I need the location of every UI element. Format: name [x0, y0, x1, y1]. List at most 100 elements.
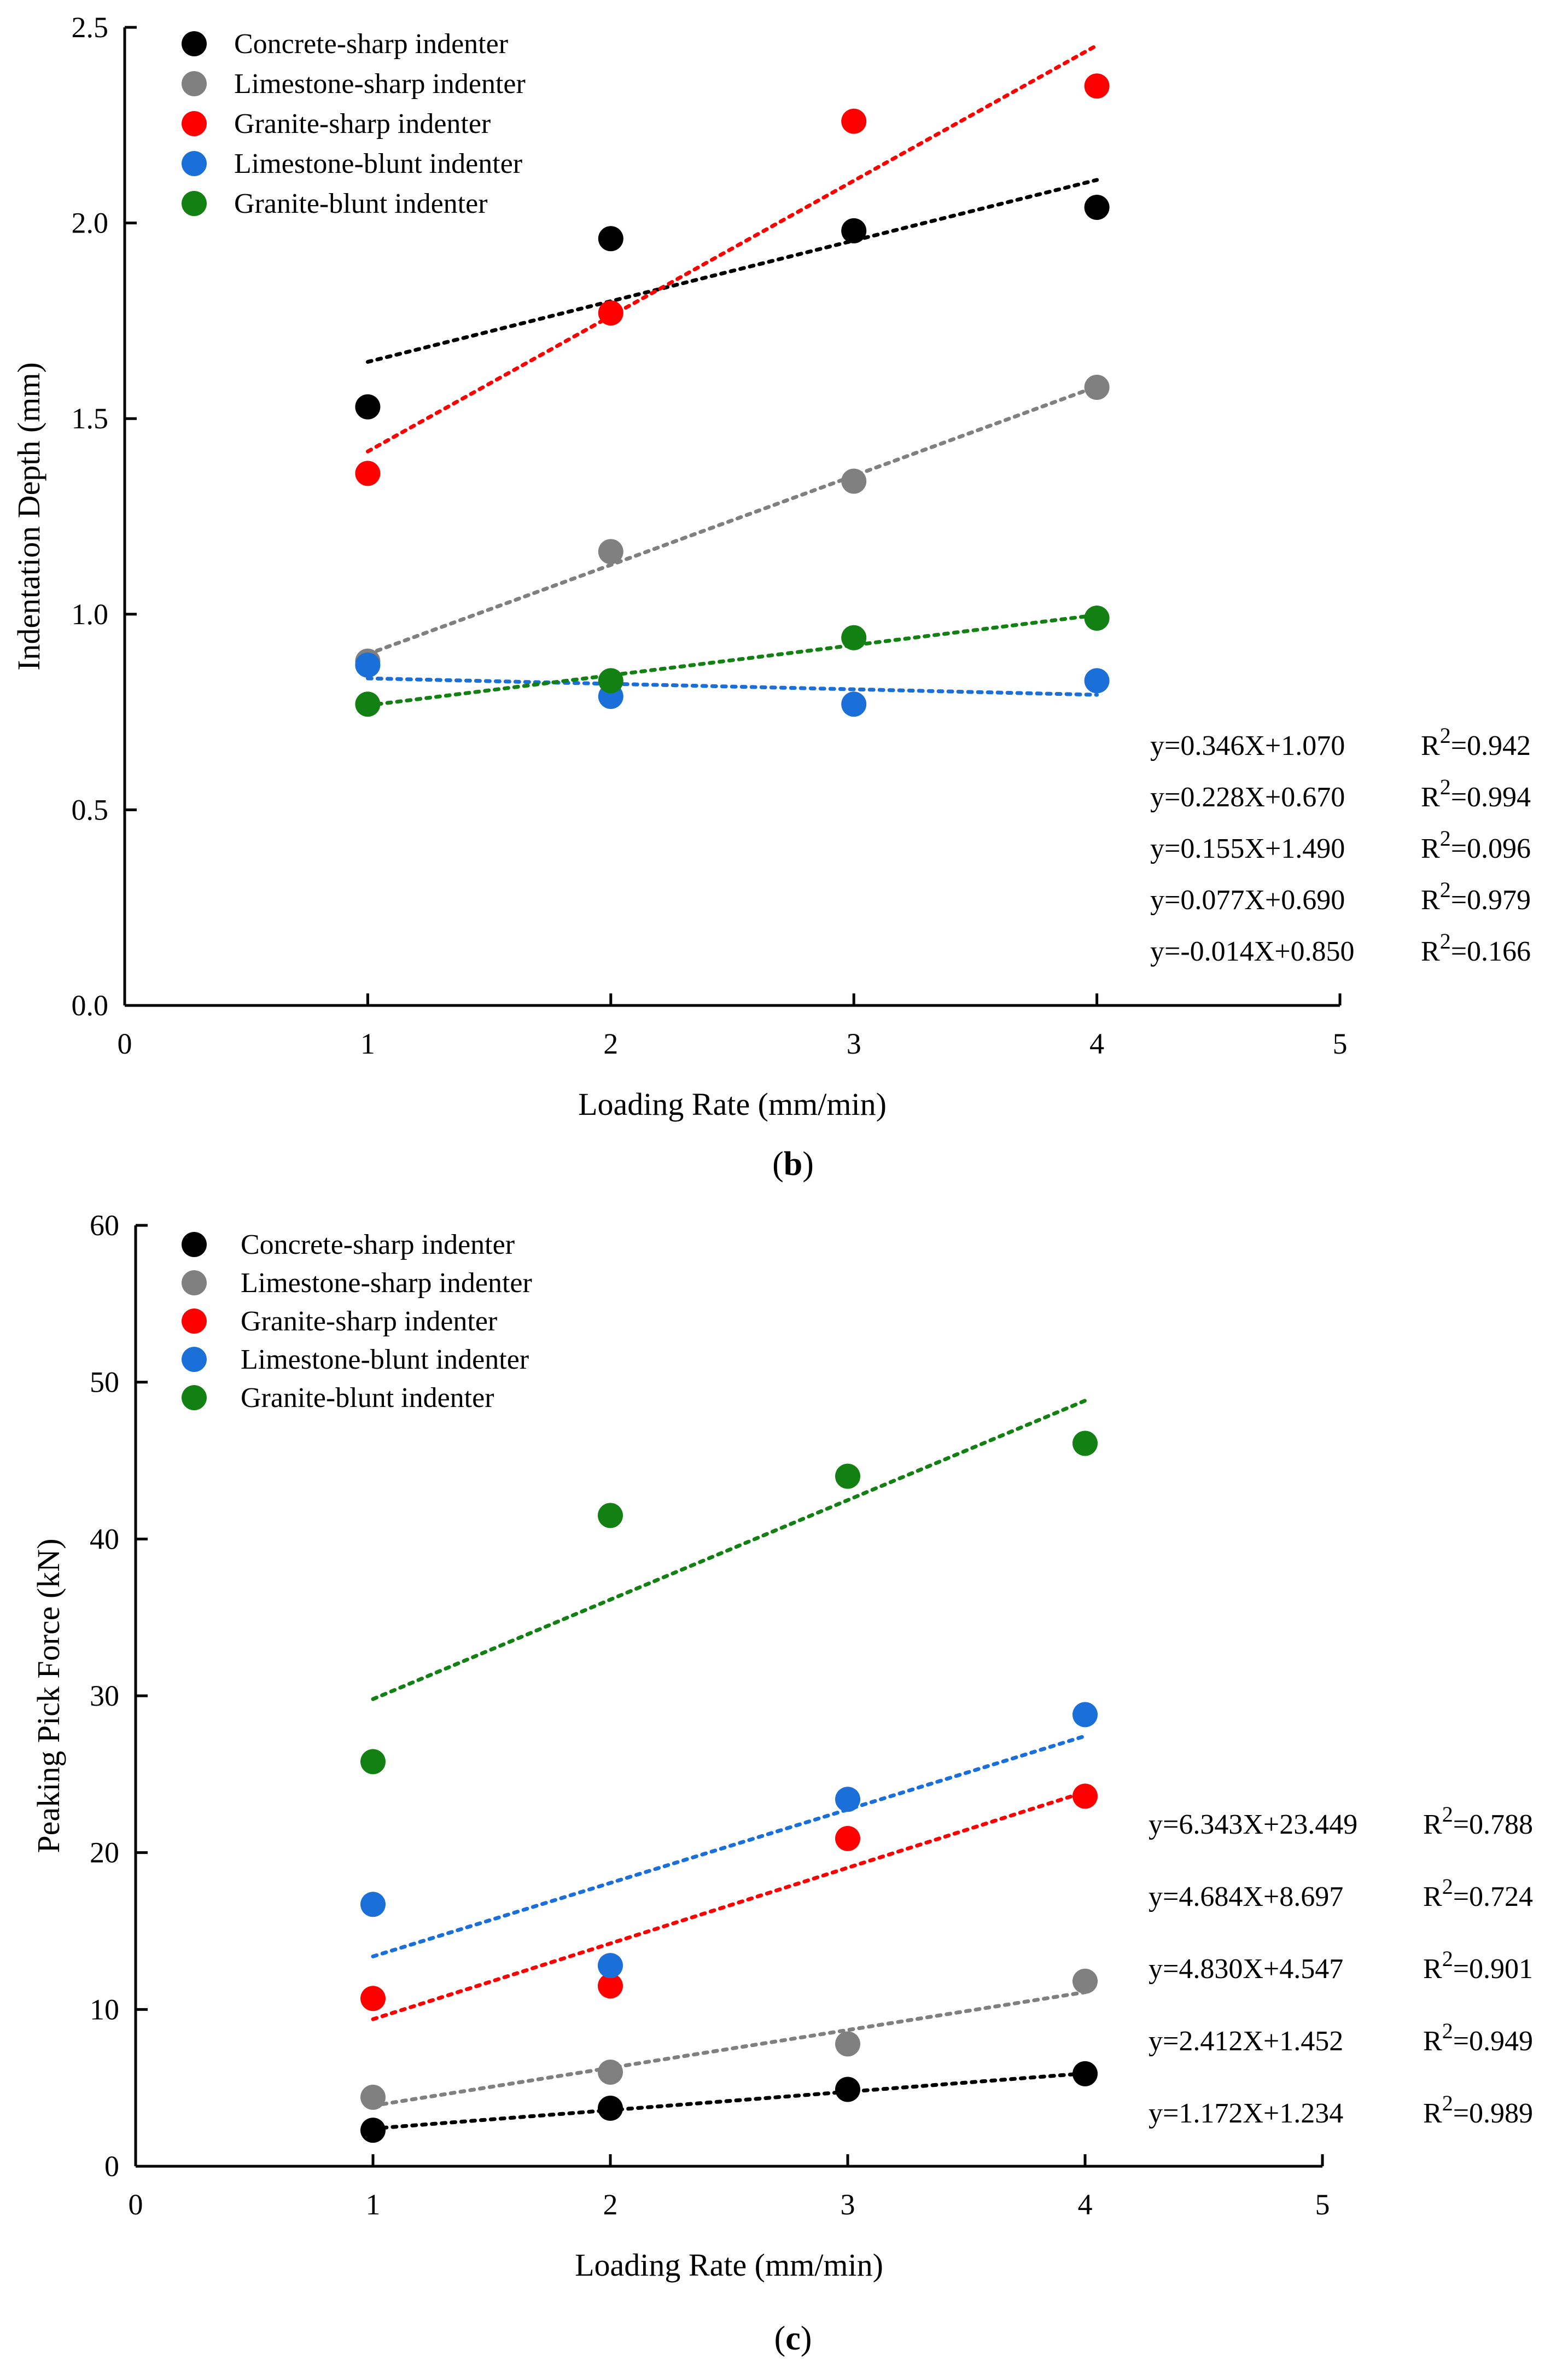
equation-text: y=4.830X+4.547: [1149, 1953, 1343, 1985]
r-squared-exponent: 2: [1440, 775, 1451, 799]
r-squared-exponent: 2: [1442, 1946, 1453, 1971]
y-axis-title: Indentation Depth (mm): [11, 362, 46, 671]
r-squared-text: R2=0.979: [1421, 877, 1531, 916]
legend-marker: [182, 111, 207, 136]
data-point: [598, 2060, 623, 2085]
r-squared-value: =0.166: [1451, 936, 1531, 967]
data-point: [1084, 73, 1110, 99]
r-squared-exponent: 2: [1442, 1802, 1453, 1827]
series-limestone-sharp-indenter: [360, 1968, 1098, 2110]
legend-marker: [182, 1385, 207, 1410]
equation-text: y=2.412X+1.452: [1149, 2026, 1343, 2057]
equation-text: y=6.343X+23.449: [1149, 1809, 1357, 1840]
data-point: [1072, 2061, 1098, 2086]
equation-text: y=1.172X+1.234: [1149, 2098, 1343, 2129]
trendline: [365, 178, 1099, 364]
legend-label: Granite-blunt indenter: [234, 188, 488, 219]
chart-panel-c: 0 10 20 30 40 50 60 0 1 2 3 4 5 Loading Rate (mm/min)…: [31, 1209, 1533, 2357]
data-point: [841, 691, 867, 717]
series-granite-sharp-indenter: [355, 43, 1110, 486]
y-tick-label: 30: [90, 1679, 119, 1712]
data-point: [835, 2031, 860, 2057]
trendline: [365, 43, 1099, 453]
x-tick-label: 4: [1078, 2188, 1093, 2221]
data-point: [598, 668, 623, 694]
r-squared-text: R2=0.096: [1421, 826, 1531, 864]
data-point: [841, 468, 867, 494]
series-concrete-sharp-indenter: [355, 178, 1110, 420]
legend-label: Concrete-sharp indenter: [241, 1229, 515, 1260]
equation-text: y=4.684X+8.697: [1149, 1881, 1343, 1912]
trendline: [365, 613, 1099, 707]
chart-panel-b: 0.0 0.5 1.0 1.5 2.0 2.5 0 1 2 3 4 5 Loading Rate (mm…: [11, 11, 1531, 1183]
legend: Concrete-sharp indenter Limestone-sharp i…: [182, 28, 526, 219]
panel-label-open: (: [774, 2320, 786, 2357]
y-tick-label: 40: [90, 1522, 119, 1555]
data-point: [355, 691, 381, 717]
r-squared-text: R2=0.901: [1423, 1946, 1533, 1985]
legend-label: Limestone-blunt indenter: [241, 1344, 529, 1375]
r-squared-text: R2=0.949: [1423, 2019, 1533, 2057]
data-point: [841, 625, 867, 650]
data-point: [360, 1986, 386, 2011]
r-squared-symbol: R: [1423, 1809, 1442, 1840]
r-squared-exponent: 2: [1442, 2091, 1453, 2115]
r-squared-exponent: 2: [1440, 723, 1451, 748]
r-squared-text: R2=0.942: [1421, 723, 1531, 761]
data-point: [1084, 668, 1110, 694]
r-squared-text: R2=0.994: [1421, 775, 1531, 813]
x-tick-label: 5: [1315, 2188, 1330, 2221]
data-point: [355, 461, 381, 486]
r-squared-symbol: R: [1423, 1953, 1442, 1985]
r-squared-symbol: R: [1421, 782, 1440, 813]
panel-label-letter: c: [785, 2320, 801, 2357]
legend-marker: [182, 151, 207, 176]
data-point: [598, 1973, 623, 1999]
data-point: [841, 108, 867, 134]
data-point: [835, 2077, 860, 2102]
data-point: [598, 2095, 623, 2121]
legend-label: Limestone-sharp indenter: [241, 1267, 532, 1299]
series-limestone-blunt-indenter: [355, 652, 1110, 717]
data-point: [355, 394, 381, 420]
trendline: [371, 1734, 1087, 1958]
data-point: [598, 539, 623, 565]
equation-text: y=0.155X+1.490: [1150, 833, 1345, 864]
legend-label: Granite-blunt indenter: [241, 1382, 494, 1414]
r-squared-symbol: R: [1421, 833, 1440, 864]
x-tick-label: 1: [360, 1027, 375, 1060]
legend-label: Granite-sharp indenter: [241, 1306, 497, 1337]
r-squared-symbol: R: [1423, 2026, 1442, 2057]
y-tick-label: 1.5: [72, 402, 109, 435]
r-squared-text: R2=0.724: [1423, 1874, 1533, 1912]
y-tick-label: 0.0: [72, 989, 109, 1022]
series-granite-sharp-indenter: [360, 1783, 1098, 2021]
data-point: [835, 1787, 860, 1812]
y-tick-label: 0.5: [72, 793, 109, 826]
x-axis-title: Loading Rate (mm/min): [575, 2247, 883, 2283]
r-squared-symbol: R: [1423, 1881, 1442, 1912]
panel-label: (b): [772, 1145, 814, 1183]
legend-marker: [182, 1309, 207, 1334]
data-point: [360, 1892, 386, 1917]
legend-marker: [182, 191, 207, 216]
x-tick-label: 1: [366, 2188, 381, 2221]
r-squared-value: =0.989: [1453, 2098, 1533, 2129]
legend-marker: [182, 71, 207, 96]
legend-marker: [182, 31, 207, 56]
panel-label-close: ): [802, 1145, 814, 1183]
x-tick-label: 2: [603, 2188, 618, 2221]
x-tick-label: 2: [603, 1027, 618, 1060]
data-point: [1072, 1783, 1098, 1809]
r-squared-value: =0.724: [1453, 1881, 1533, 1912]
trendline: [365, 676, 1099, 697]
legend-marker: [182, 1270, 207, 1295]
equation-text: y=0.077X+0.690: [1150, 885, 1345, 916]
r-squared-symbol: R: [1421, 730, 1440, 761]
r-squared-value: =0.949: [1453, 2026, 1533, 2057]
r-squared-text: R2=0.788: [1423, 1802, 1533, 1840]
r-squared-value: =0.942: [1451, 730, 1531, 761]
r-squared-exponent: 2: [1440, 826, 1451, 851]
